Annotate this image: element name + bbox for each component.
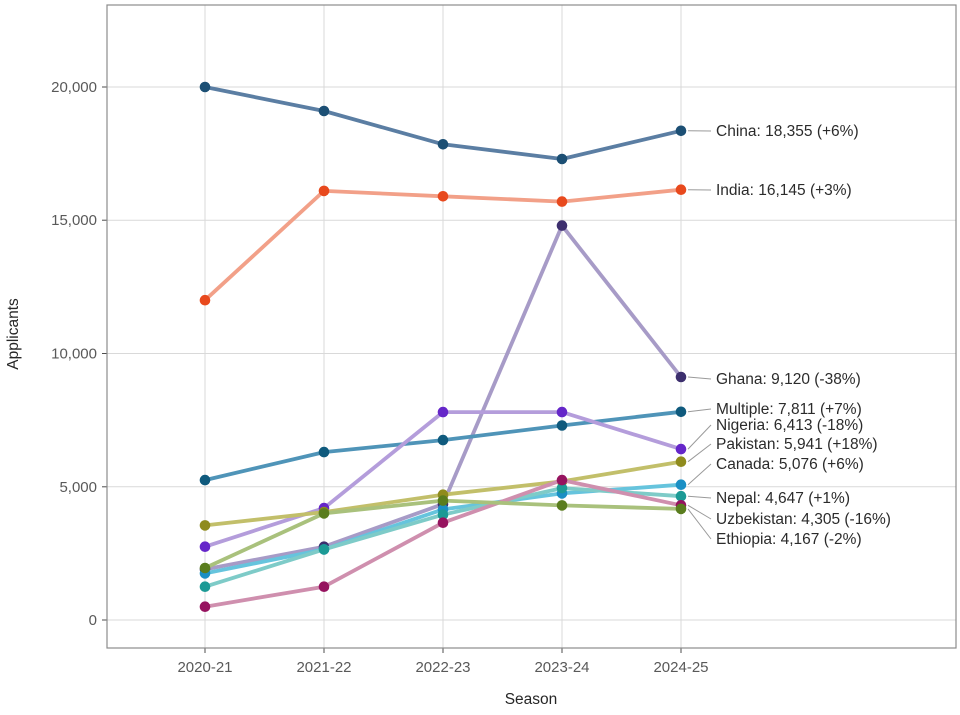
svg-text:5,000: 5,000 (59, 479, 97, 496)
svg-text:2024-25: 2024-25 (653, 659, 708, 676)
svg-text:Nigeria: 6,413 (-18%): Nigeria: 6,413 (-18%) (716, 417, 863, 434)
svg-text:China: 18,355 (+6%): China: 18,355 (+6%) (716, 123, 859, 140)
svg-text:Ghana: 9,120 (-38%): Ghana: 9,120 (-38%) (716, 371, 861, 388)
svg-text:Uzbekistan: 4,305 (-16%): Uzbekistan: 4,305 (-16%) (716, 511, 891, 528)
svg-text:Multiple: 7,811 (+7%): Multiple: 7,811 (+7%) (716, 401, 862, 418)
svg-text:Ethiopia: 4,167 (-2%): Ethiopia: 4,167 (-2%) (716, 531, 862, 548)
svg-text:2022-23: 2022-23 (415, 659, 470, 676)
svg-text:2020-21: 2020-21 (177, 659, 232, 676)
svg-text:Season: Season (505, 691, 558, 708)
svg-text:India: 16,145 (+3%): India: 16,145 (+3%) (716, 182, 852, 199)
svg-text:0: 0 (89, 612, 97, 629)
svg-text:Nepal: 4,647 (+1%): Nepal: 4,647 (+1%) (716, 490, 850, 507)
svg-text:2021-22: 2021-22 (296, 659, 351, 676)
svg-text:20,000: 20,000 (51, 79, 97, 96)
svg-text:Canada: 5,076 (+6%): Canada: 5,076 (+6%) (716, 456, 864, 473)
svg-text:2023-24: 2023-24 (534, 659, 589, 676)
svg-text:15,000: 15,000 (51, 212, 97, 229)
svg-text:Applicants: Applicants (5, 298, 22, 370)
svg-text:10,000: 10,000 (51, 346, 97, 363)
svg-text:Pakistan: 5,941 (+18%): Pakistan: 5,941 (+18%) (716, 436, 878, 453)
